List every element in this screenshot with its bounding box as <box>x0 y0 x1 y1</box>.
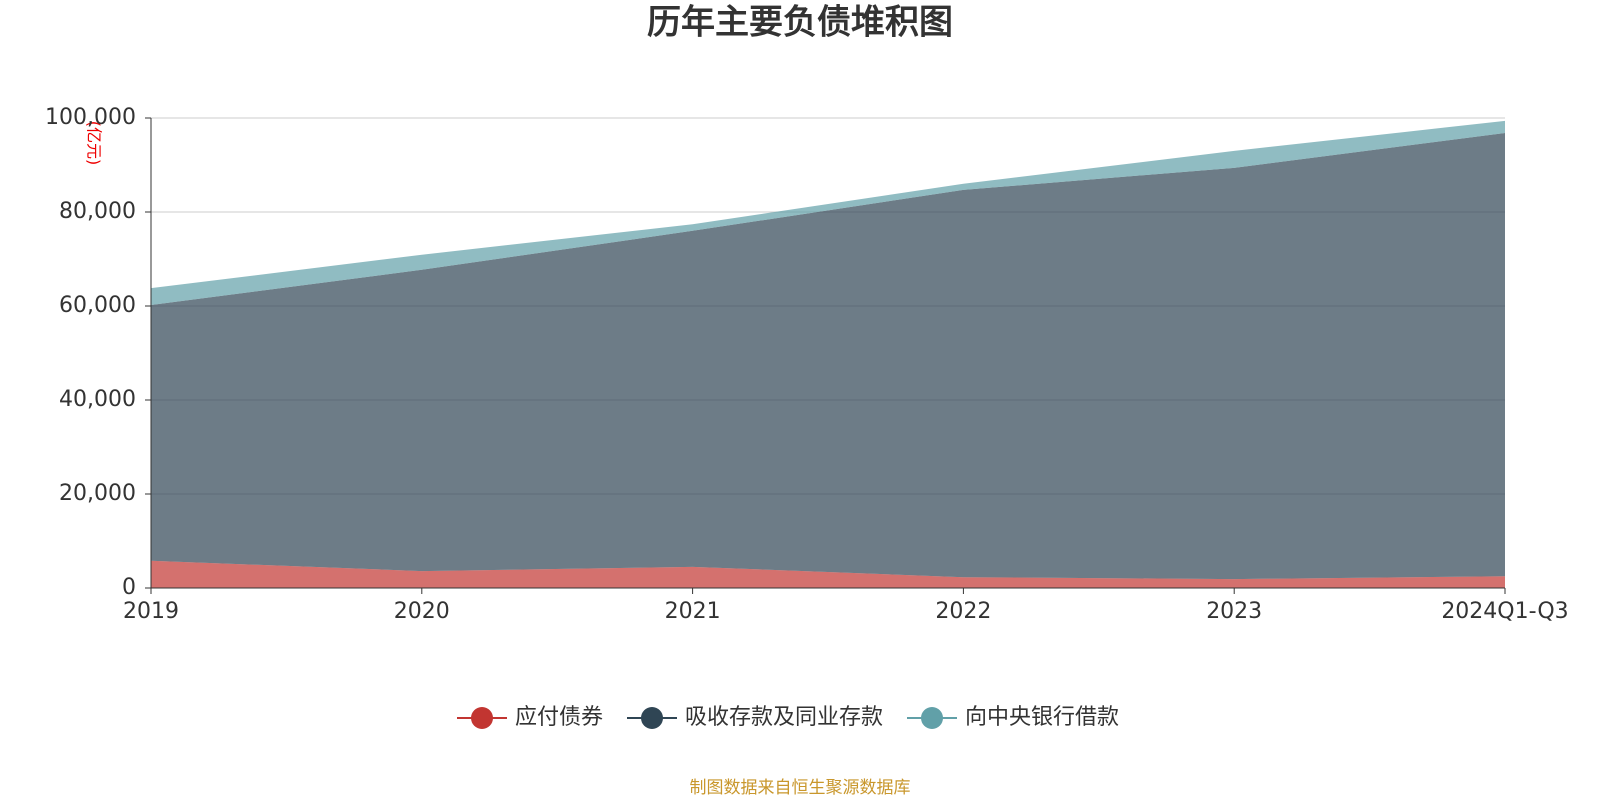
y-tick-label: 60,000 <box>59 293 136 318</box>
y-unit: (亿元) <box>85 121 104 166</box>
legend-marker <box>921 707 943 729</box>
y-tick-label: 100,000 <box>45 105 136 130</box>
x-tick-label: 2024Q1-Q3 <box>1441 599 1568 624</box>
y-tick-label: 40,000 <box>59 387 136 412</box>
chart-title: 历年主要负债堆积图 <box>647 3 953 43</box>
legend-label: 应付债券 <box>515 705 603 730</box>
legend-label: 吸收存款及同业存款 <box>685 705 883 730</box>
x-tick-label: 2021 <box>665 599 721 624</box>
x-tick-label: 2022 <box>935 599 991 624</box>
area <box>151 133 1505 580</box>
legend-marker <box>471 707 493 729</box>
area <box>151 120 1505 306</box>
y-tick-label: 20,000 <box>59 481 136 506</box>
legend-label: 向中央银行借款 <box>965 705 1119 730</box>
x-tick-label: 2023 <box>1206 599 1262 624</box>
x-tick-label: 2020 <box>394 599 450 624</box>
y-tick-label: 80,000 <box>59 199 136 224</box>
y-tick-label: 0 <box>122 575 136 600</box>
x-tick-label: 2019 <box>123 599 179 624</box>
source-note: 制图数据来自恒生聚源数据库 <box>690 778 911 798</box>
area <box>151 560 1505 588</box>
legend: 应付债券 吸收存款及同业存款 向中央银行借款 <box>457 705 1119 730</box>
legend-marker <box>641 707 663 729</box>
